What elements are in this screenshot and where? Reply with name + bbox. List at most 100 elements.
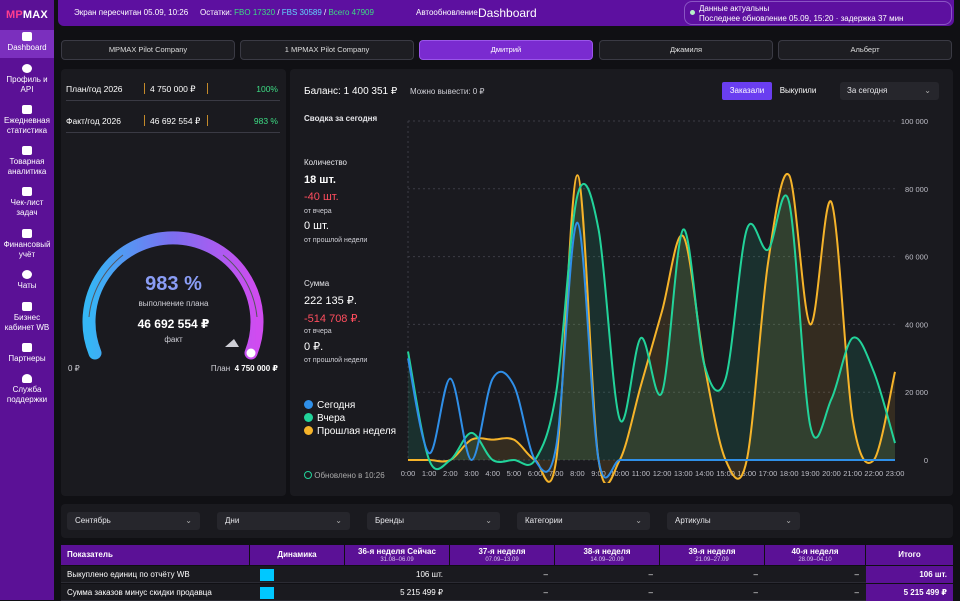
gauge-knob	[246, 348, 256, 358]
grid-icon	[22, 32, 32, 41]
ordered-toggle-button[interactable]: Заказали	[722, 82, 772, 100]
period-select[interactable]: За сегодня ⌄	[840, 82, 939, 100]
sidebar-item-partners[interactable]: Партнеры	[0, 343, 54, 364]
legend-lastweek[interactable]: Прошлая неделя	[304, 426, 396, 437]
bought-toggle-button[interactable]: Выкупили	[779, 86, 817, 95]
table-header: Итого	[866, 545, 953, 565]
brands-filter[interactable]: Бренды ⌄	[367, 512, 500, 530]
plan-gauge	[82, 231, 264, 360]
legend-today[interactable]: Сегодня	[304, 400, 355, 411]
sidebar-item-daily-stats[interactable]: Ежедневная статистика	[0, 105, 54, 136]
x-tick-label: 9:00	[591, 469, 606, 478]
x-tick-label: 14:00	[695, 469, 714, 478]
chevron-down-icon: ⌄	[485, 516, 492, 525]
gauge-fact-caption: факт	[164, 335, 183, 344]
x-tick-label: 8:00	[570, 469, 585, 478]
legend-dot-icon	[304, 426, 313, 435]
tab-albert[interactable]: Альберт	[778, 40, 952, 60]
sidebar-item-checklist[interactable]: Чек-лист задач	[0, 187, 54, 218]
balance: Баланс: 1 400 351 ₽	[304, 86, 398, 97]
y-tick-label: 20 000	[905, 388, 928, 397]
month-filter[interactable]: Сентябрь ⌄	[67, 512, 200, 530]
sum-today: 222 135 ₽.	[304, 295, 357, 307]
sidebar-item-chats[interactable]: Чаты	[0, 270, 54, 291]
granularity-filter[interactable]: Дни ⌄	[217, 512, 350, 530]
table-header: Динамика	[250, 545, 344, 565]
categories-filter[interactable]: Категории ⌄	[517, 512, 650, 530]
sales-panel: Баланс: 1 400 351 ₽ Можно вывести: 0 ₽ З…	[290, 69, 953, 496]
user-icon	[22, 64, 32, 73]
x-tick-label: 12:00	[653, 469, 672, 478]
qty-lastweek: 0 шт.	[304, 220, 329, 232]
x-tick-label: 18:00	[780, 469, 799, 478]
qty-diff-label: от вчера	[304, 208, 332, 215]
sum-lastweek-label: от прошлой недели	[304, 357, 368, 364]
headset-icon	[22, 374, 32, 383]
legend-yesterday[interactable]: Вчера	[304, 413, 345, 424]
box-icon	[22, 146, 32, 155]
company-tabs: MPMAX Pilot Company 1 MPMAX Pilot Compan…	[61, 40, 953, 60]
fact-year-row: Факт/год 2026 46 692 554 ₽ 983 %	[66, 107, 280, 133]
chat-icon	[22, 270, 32, 279]
plan-marker-icon	[225, 339, 239, 347]
y-tick-label: 0	[924, 456, 928, 465]
checklist-icon	[22, 187, 32, 196]
chevron-down-icon: ⌄	[635, 516, 642, 525]
page-title: Dashboard	[478, 6, 537, 20]
sidebar-item-dashboard[interactable]: Dashboard	[0, 30, 54, 58]
summary-title: Сводка за сегодня	[304, 114, 378, 123]
articles-filter[interactable]: Артикулы ⌄	[667, 512, 800, 530]
sidebar-item-finance[interactable]: Финансовый учёт	[0, 229, 54, 260]
refresh-icon	[304, 471, 312, 479]
app-logo[interactable]: MPMAX	[6, 9, 48, 21]
table-row[interactable]: Сумма заказов минус скидки продавца 5 21…	[61, 584, 953, 601]
series-lastweek-area	[408, 173, 895, 483]
sidebar-item-support[interactable]: Служба поддержки	[0, 374, 54, 405]
people-icon	[22, 343, 32, 352]
chevron-down-icon: ⌄	[785, 516, 792, 525]
sidebar-item-profile[interactable]: Профиль и API	[0, 64, 54, 95]
sidebar-item-product-analytics[interactable]: Товарная аналитика	[0, 146, 54, 177]
table-header: Показатель	[61, 545, 249, 565]
tab-dzhamilya[interactable]: Джамиля	[599, 40, 773, 60]
gauge-percent: 983 %	[145, 273, 202, 295]
tab-1-mpmax-pilot[interactable]: 1 MPMAX Pilot Company	[240, 40, 414, 60]
sum-diff-label: от вчера	[304, 328, 332, 335]
table-header: 40-я неделя 28.09–04.10	[765, 545, 865, 565]
table-row[interactable]: Выкуплено единиц по отчёту WB 106 шт. – …	[61, 566, 953, 583]
x-tick-label: 4:00	[485, 469, 500, 478]
x-tick-label: 3:00	[464, 469, 479, 478]
dynamics-sparkline	[260, 587, 274, 599]
table-header: 39-я неделя 21.09–27.09	[660, 545, 764, 565]
chevron-down-icon: ⌄	[185, 516, 192, 525]
dynamics-sparkline	[260, 569, 274, 581]
x-tick-label: 6:00	[528, 469, 543, 478]
x-tick-label: 19:00	[801, 469, 820, 478]
x-tick-label: 21:00	[843, 469, 862, 478]
sum-label: Сумма	[304, 279, 330, 288]
x-tick-label: 5:00	[507, 469, 522, 478]
stock-summary: Остатки: FBO 17320 / FBS 30589 / Всего 4…	[200, 8, 374, 17]
x-tick-label: 7:00	[549, 469, 564, 478]
qty-diff-yesterday: -40 шт.	[304, 191, 339, 203]
gauge-caption: выполнение плана	[138, 299, 209, 308]
x-tick-label: 16:00	[737, 469, 756, 478]
briefcase-icon	[22, 302, 32, 311]
auto-refresh-toggle[interactable]: Автообновление	[416, 8, 478, 17]
tab-dmitry[interactable]: Дмитрий	[419, 40, 593, 60]
legend-dot-icon	[304, 400, 313, 409]
x-tick-label: 23:00	[886, 469, 905, 478]
updated-time: Обновлено в 10:26	[304, 471, 385, 480]
sidebar-item-business-wb[interactable]: Бизнес кабинет WB	[0, 302, 54, 333]
x-tick-label: 0:00	[401, 469, 416, 478]
sum-lastweek: 0 ₽.	[304, 341, 324, 353]
x-tick-label: 13:00	[674, 469, 693, 478]
wallet-icon	[22, 229, 32, 238]
chevron-down-icon: ⌄	[924, 86, 931, 95]
recalc-time: Экран пересчитан 05.09, 10:26	[74, 8, 189, 17]
x-tick-label: 22:00	[864, 469, 883, 478]
series-today-line	[407, 221, 895, 479]
status-dot-icon	[690, 10, 695, 15]
tab-mpmax-pilot[interactable]: MPMAX Pilot Company	[61, 40, 235, 60]
series-yesterday-area	[408, 183, 895, 470]
